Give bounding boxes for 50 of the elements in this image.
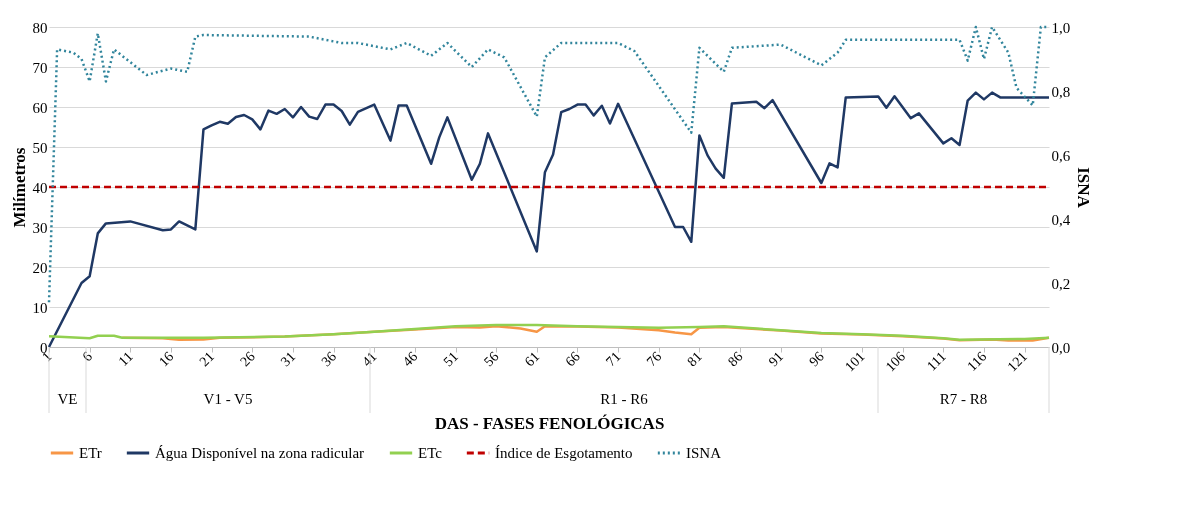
- x-tick-label: 26: [237, 348, 258, 370]
- x-tick-label: 111: [924, 348, 949, 374]
- x-tick-label: 51: [440, 348, 461, 370]
- y2-tick-label: 0,6: [1051, 147, 1071, 164]
- x-tick-label: 71: [603, 348, 624, 370]
- legend-label: ETr: [79, 445, 102, 461]
- y-tick-label: 20: [32, 259, 48, 276]
- legend-label: Água Disponível na zona radicular: [155, 445, 365, 461]
- y2-tick-label: 0,2: [1051, 275, 1071, 292]
- text: R7 - R8: [939, 391, 988, 407]
- x-tick-label: 76: [643, 348, 665, 370]
- x-tick-label: 46: [399, 348, 421, 370]
- x-tick-label: 101: [842, 348, 868, 375]
- y-tick-label: 40: [32, 179, 48, 196]
- x-tick-label: 16: [155, 348, 177, 370]
- y2-tick-label: 0,0: [1051, 339, 1071, 356]
- y-tick-label: 50: [32, 139, 48, 156]
- x-tick-label: 6: [79, 348, 96, 365]
- legend-label: ETc: [418, 445, 443, 461]
- y2-tick-label: 0,8: [1051, 83, 1071, 100]
- legend-label: ISNA: [686, 445, 722, 461]
- y-tick-label: 80: [32, 19, 48, 36]
- y-tick-label: 70: [32, 59, 48, 76]
- y2-tick-label: 1,0: [1051, 19, 1071, 36]
- y-tick-label: 30: [32, 219, 48, 236]
- x-tick-label: 31: [277, 348, 299, 370]
- x-tick-label: 86: [725, 348, 746, 370]
- x-tick-label: 91: [765, 348, 787, 370]
- x-tick-label: 21: [196, 348, 218, 370]
- x-tick-label: 41: [359, 348, 380, 370]
- x-tick-label: 56: [481, 348, 502, 370]
- x-tick-label: 66: [562, 348, 583, 370]
- x-tick-label: 36: [318, 348, 339, 370]
- x-tick-label: 121: [1004, 348, 1031, 375]
- y2-axis-title: ISNA: [1074, 167, 1094, 209]
- x-tick-label: 116: [964, 348, 990, 374]
- x-tick-label: 11: [115, 348, 136, 369]
- y-tick-label: 60: [32, 99, 48, 116]
- text: VE: [57, 391, 78, 407]
- y2-tick-label: 0,4: [1051, 211, 1071, 228]
- x-axis-title: DAS - FASES FENOLÓGICAS: [434, 414, 665, 434]
- text: R1 - R6: [600, 391, 649, 407]
- x-tick-label: 96: [806, 348, 827, 370]
- y-axis-title: Milímetros: [9, 147, 29, 228]
- x-tick-label: 106: [882, 348, 909, 375]
- x-tick-label: 81: [684, 348, 705, 370]
- legend-label: Índice de Esgotamento: [495, 445, 633, 461]
- x-tick-label: 61: [521, 348, 543, 370]
- text: V1 - V5: [203, 391, 253, 407]
- y-tick-label: 10: [32, 299, 48, 316]
